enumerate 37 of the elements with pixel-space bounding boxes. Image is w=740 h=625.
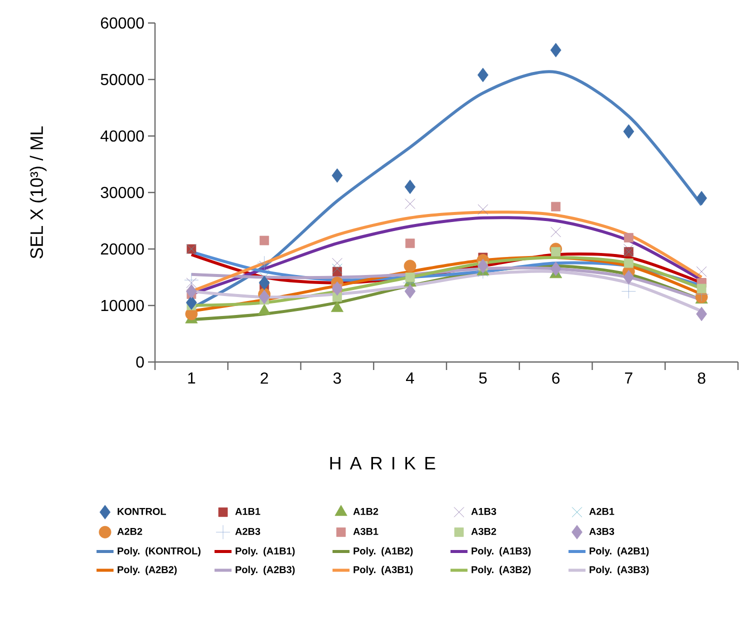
x-tick-label: 8	[698, 372, 706, 384]
legend-label: Poly. (A2B1)	[590, 547, 649, 556]
legend-label: Poly. (A1B1)	[236, 547, 295, 556]
y-tick-label: 30000	[100, 186, 144, 198]
legend-label: Poly. (A2B3)	[236, 566, 295, 576]
legend-label: A3B3	[589, 528, 614, 536]
y-tick-label: 10000	[101, 300, 144, 312]
legend-label: A1B1	[235, 508, 260, 515]
legend-label: Poly. (A2B2)	[118, 566, 177, 576]
x-tick-label: 6	[552, 372, 560, 384]
x-tick-label: 3	[333, 372, 341, 384]
legend-label: Poly. (A3B3)	[590, 566, 649, 576]
legend-label: A3B1	[353, 528, 378, 536]
x-tick-label: 1	[188, 372, 196, 384]
y-tick-label: 0	[136, 356, 144, 368]
x-tick-label: 2	[260, 372, 268, 384]
y-tick-label: 60000	[100, 17, 144, 29]
legend-label: KONTROL	[118, 508, 166, 515]
legend-label: A2B2	[117, 528, 142, 535]
legend-label: A3B2	[471, 528, 496, 536]
legend-label: A2B1	[589, 508, 614, 515]
y-axis-title: SEL X (10³) / ML	[30, 126, 47, 258]
legend-label: Poly. (A1B2)	[354, 547, 413, 556]
legend-label: Poly. (A3B2)	[472, 566, 531, 576]
y-tick-label: 40000	[100, 130, 144, 142]
legend-label: Poly. (A3B1)	[354, 566, 413, 576]
y-tick-label: 20000	[100, 243, 144, 255]
x-tick-label: 7	[625, 372, 632, 384]
x-tick-label: 5	[479, 372, 487, 384]
legend-label: Poly. (KONTROL)	[118, 547, 200, 556]
x-tick-label: 4	[406, 372, 414, 384]
y-tick-label: 50000	[100, 74, 144, 86]
legend-label: Poly. (A1B3)	[472, 547, 531, 556]
legend-label: A2B3	[235, 528, 260, 536]
legend-label: A1B2	[353, 508, 378, 515]
legend-label: A1B3	[471, 508, 496, 516]
x-axis-title: H A R I K E	[330, 457, 436, 470]
